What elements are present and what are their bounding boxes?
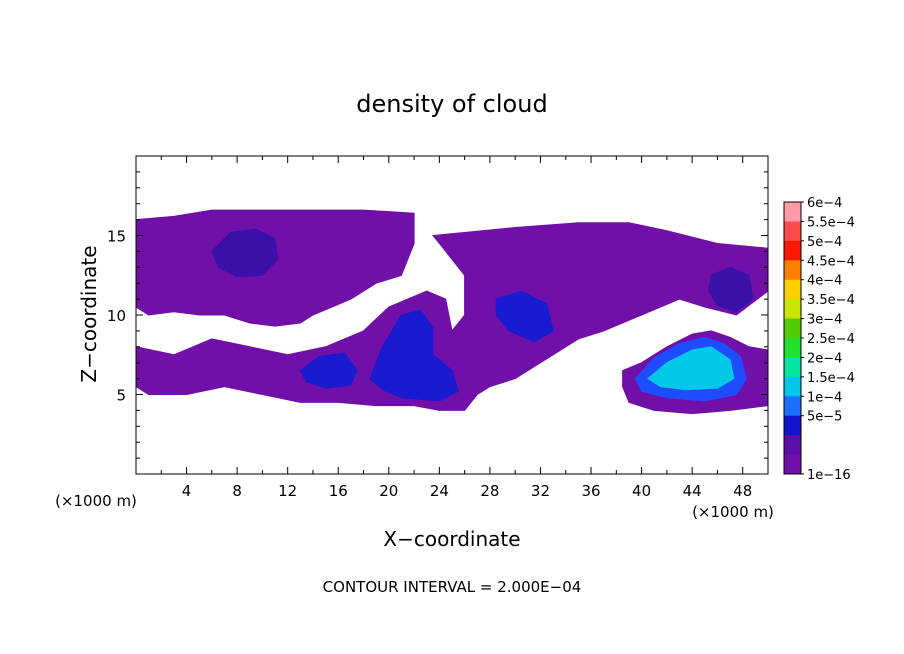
colorbar-swatch xyxy=(784,357,801,378)
x-unit-label-right: (×1000 m) xyxy=(692,503,774,521)
x-axis-label: X−coordinate xyxy=(383,527,520,551)
colorbar-swatch xyxy=(784,376,801,397)
colorbar-label: 1e−16 xyxy=(807,468,851,483)
colorbar-label: 3e−4 xyxy=(807,313,842,328)
colorbar-label: 4e−4 xyxy=(807,274,842,289)
density-region-5 xyxy=(299,352,358,389)
x-tick-label: 36 xyxy=(581,482,600,500)
y-tick-label: 5 xyxy=(116,387,126,405)
x-tick-label: 48 xyxy=(733,482,752,500)
colorbar-swatch xyxy=(784,454,801,475)
x-tick-label: 44 xyxy=(683,482,702,500)
x-unit-label-left: (×1000 m) xyxy=(55,492,137,510)
chart-title: density of cloud xyxy=(356,90,547,118)
colorbar-swatch xyxy=(784,415,801,436)
x-tick-label: 40 xyxy=(632,482,651,500)
cloud-density-field xyxy=(136,209,768,415)
density-region-6 xyxy=(369,309,459,402)
x-tick-label: 32 xyxy=(531,482,550,500)
colorbar-label: 6e−4 xyxy=(807,196,842,211)
density-region-4 xyxy=(211,228,279,278)
colorbar-swatch xyxy=(784,221,801,242)
density-region-7 xyxy=(495,290,554,343)
colorbar-label: 5e−5 xyxy=(807,410,842,425)
x-tick-label: 16 xyxy=(329,482,348,500)
colorbar-swatch xyxy=(784,240,801,261)
y-axis-ticks: 5 10 15 xyxy=(107,171,768,459)
colorbar-swatch xyxy=(784,260,801,281)
colorbar-swatch xyxy=(784,202,801,222)
colorbar-swatch xyxy=(784,338,801,358)
y-tick-label: 15 xyxy=(107,228,126,246)
y-tick-label: 10 xyxy=(107,307,126,325)
colorbar-swatch xyxy=(784,279,801,300)
colorbar-swatch xyxy=(784,318,801,339)
y-axis-label: Z−coordinate xyxy=(77,245,101,382)
colorbar: 6e−4 5.5e−4 5e−4 4.5e−4 4e−4 3.5e−4 3e−4 2.5e−4… xyxy=(783,196,855,483)
x-tick-label: 28 xyxy=(480,482,499,500)
x-tick-label: 24 xyxy=(430,482,449,500)
colorbar-swatch xyxy=(784,299,801,320)
colorbar-label: 1e−4 xyxy=(807,390,842,405)
x-tick-label: 12 xyxy=(278,482,297,500)
colorbar-label: 2e−4 xyxy=(807,351,842,366)
colorbar-label: 5e−4 xyxy=(807,235,842,250)
colorbar-swatch xyxy=(784,396,801,417)
colorbar-label: 2.5e−4 xyxy=(807,332,855,347)
contour-interval-note: CONTOUR INTERVAL = 2.000E−04 xyxy=(323,578,582,596)
x-tick-label: 4 xyxy=(182,482,192,500)
colorbar-label: 4.5e−4 xyxy=(807,254,855,269)
x-tick-label: 8 xyxy=(232,482,242,500)
colorbar-label: 3.5e−4 xyxy=(807,293,855,308)
x-axis-ticks: 4 8 12 16 20 24 28 32 36 40 44 48 xyxy=(160,156,752,500)
colorbar-swatch xyxy=(784,435,801,456)
density-region-9 xyxy=(647,346,735,391)
density-region-3 xyxy=(708,266,754,313)
density-region-1 xyxy=(136,222,768,411)
colorbar-label: 5.5e−4 xyxy=(807,215,855,230)
colorbar-label: 1.5e−4 xyxy=(807,371,855,386)
density-region-0 xyxy=(136,209,415,327)
x-tick-label: 20 xyxy=(379,482,398,500)
